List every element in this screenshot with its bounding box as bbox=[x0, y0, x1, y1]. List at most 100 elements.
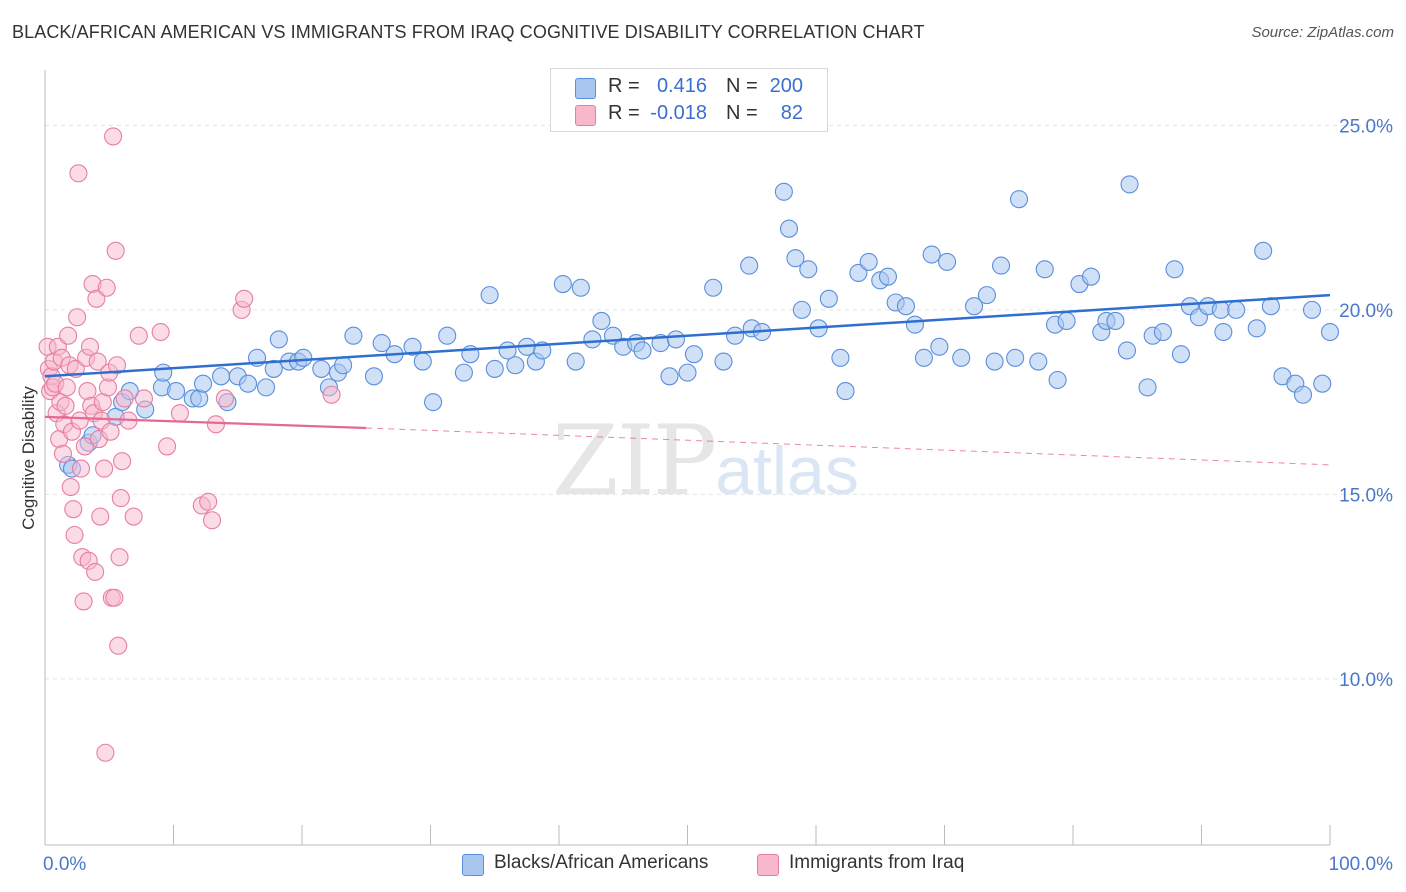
legend-swatch-pink bbox=[575, 105, 596, 126]
iraq-point bbox=[88, 352, 107, 371]
iraq-point bbox=[61, 477, 80, 497]
blacks-point bbox=[930, 337, 949, 356]
blacks-point bbox=[312, 359, 331, 378]
iraq-point bbox=[78, 382, 97, 401]
bottom-legend-label-blacks: Blacks/African Americans bbox=[494, 852, 709, 873]
blacks-point bbox=[403, 337, 422, 356]
blacks-point bbox=[896, 297, 916, 316]
blacks-point bbox=[506, 356, 525, 375]
blacks-point bbox=[480, 286, 499, 305]
blacks-point bbox=[660, 367, 679, 386]
blacks-point bbox=[774, 182, 793, 201]
blacks-point bbox=[454, 363, 473, 382]
data-points bbox=[38, 127, 1340, 762]
bottom-legend-label-iraq: Immigrants from Iraq bbox=[789, 852, 965, 873]
iraq-point bbox=[134, 389, 153, 408]
iraq-point bbox=[104, 127, 123, 146]
blacks-point bbox=[256, 378, 276, 397]
blacks-point bbox=[269, 330, 288, 349]
blacks-point bbox=[211, 367, 231, 386]
iraq-point bbox=[101, 422, 120, 441]
blacks-point bbox=[238, 374, 258, 393]
blacks-point bbox=[1254, 241, 1273, 260]
iraq-point bbox=[86, 562, 105, 581]
blacks-point bbox=[413, 352, 432, 371]
blacks-point bbox=[859, 252, 878, 271]
iraq-point bbox=[322, 385, 341, 404]
blacks-point bbox=[922, 245, 941, 264]
blacks-point bbox=[1165, 260, 1184, 279]
blacks-point bbox=[566, 352, 585, 371]
iraq-point bbox=[74, 592, 93, 611]
iraq-point bbox=[95, 459, 114, 478]
y-tick-label: 20.0% bbox=[1339, 301, 1393, 322]
blacks-point bbox=[294, 348, 313, 367]
blacks-point bbox=[1214, 322, 1233, 342]
blacks-point bbox=[485, 359, 504, 378]
blacks-point bbox=[740, 256, 759, 275]
blacks-point bbox=[938, 252, 957, 271]
blacks-point bbox=[1081, 267, 1101, 286]
source-label: Source: ZipAtlas.com bbox=[1251, 24, 1394, 41]
blacks-point bbox=[1227, 300, 1246, 319]
blacks-point bbox=[836, 382, 855, 401]
blacks-point bbox=[438, 326, 457, 345]
blacks-point bbox=[704, 278, 723, 297]
iraq-point bbox=[64, 500, 83, 519]
iraq-point bbox=[124, 507, 143, 526]
blacks-point bbox=[666, 330, 685, 349]
bottom-legend-swatch-blue bbox=[462, 854, 484, 876]
iraq-point bbox=[69, 164, 88, 183]
iraq-point bbox=[80, 337, 100, 356]
blacks-point bbox=[1138, 378, 1157, 397]
blacks-point bbox=[684, 345, 703, 364]
legend-row-iraq: R = -0.018 N = 82 bbox=[551, 102, 827, 128]
blacks-point bbox=[905, 315, 924, 334]
iraq-point bbox=[170, 404, 189, 423]
blacks-point bbox=[1293, 385, 1313, 404]
blacks-point bbox=[878, 267, 898, 286]
axes bbox=[44, 70, 1331, 846]
blacks-point bbox=[1171, 345, 1190, 364]
legend-row-blacks: R = 0.416 N = 200 bbox=[551, 75, 827, 101]
tick-labels: 10.0% 15.0% 20.0% 25.0% 0.0% 100.0% bbox=[43, 116, 1393, 875]
blacks-point bbox=[424, 393, 443, 412]
blacks-point bbox=[725, 326, 745, 345]
x-tick-label: 0.0% bbox=[43, 854, 86, 875]
iraq-point bbox=[109, 636, 128, 655]
iraq-point bbox=[107, 356, 127, 375]
blacks-point bbox=[1057, 311, 1076, 331]
iraq-point bbox=[97, 278, 116, 297]
blacks-point bbox=[571, 278, 590, 297]
watermark: ZIPatlas bbox=[552, 405, 859, 517]
trend-lines bbox=[44, 293, 1331, 466]
legend-n-label: N = bbox=[726, 102, 758, 124]
blacks-point bbox=[553, 274, 572, 294]
iraq-point bbox=[53, 444, 73, 463]
blacks-point bbox=[190, 389, 209, 408]
watermark-atlas: atlas bbox=[715, 433, 859, 509]
iraq-point bbox=[158, 437, 177, 456]
chart-title: BLACK/AFRICAN AMERICAN VS IMMIGRANTS FRO… bbox=[12, 22, 925, 42]
blacks-point bbox=[1035, 260, 1054, 279]
watermark-zip: ZIP bbox=[552, 405, 717, 517]
iraq-point bbox=[105, 588, 124, 607]
iraq-point bbox=[206, 415, 225, 434]
blacks-point bbox=[1106, 311, 1125, 331]
iraq-trend-line bbox=[44, 415, 367, 430]
gridlines bbox=[45, 124, 1392, 680]
iraq-point bbox=[113, 452, 132, 471]
blacks-point bbox=[1048, 370, 1067, 390]
x-tick-label: 100.0% bbox=[1329, 854, 1394, 875]
blacks-point bbox=[344, 326, 363, 345]
legend-r-value: -0.018 bbox=[650, 102, 707, 124]
blacks-point bbox=[985, 352, 1004, 371]
legend-r-label: R = bbox=[608, 75, 640, 97]
blacks-point bbox=[914, 348, 933, 367]
iraq-point bbox=[96, 743, 115, 762]
blacks-point bbox=[952, 348, 971, 367]
iraq-point bbox=[215, 389, 234, 408]
blacks-point bbox=[831, 348, 850, 367]
blacks-point bbox=[819, 289, 838, 308]
